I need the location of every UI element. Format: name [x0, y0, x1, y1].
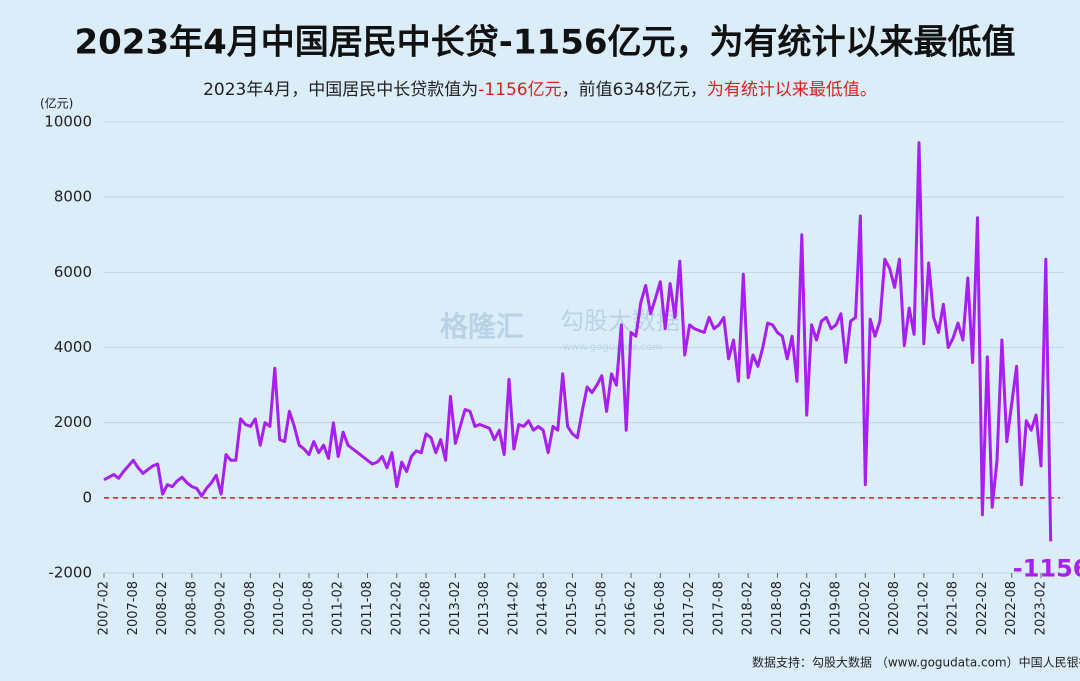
x-tick-label: 2012-02 — [389, 581, 404, 635]
x-tick-label: 2022-02 — [975, 581, 990, 635]
x-tick-label: 2011-08 — [360, 581, 375, 635]
x-tick-label: 2007-08 — [126, 581, 141, 635]
x-tick-label: 2011-02 — [331, 581, 346, 635]
x-tick-label: 2018-02 — [741, 581, 756, 635]
x-tick-label: 2019-08 — [829, 581, 844, 635]
subtitle: 2023年4月，中国居民中长贷款值为-1156亿元，前值6348亿元，为有统计以… — [203, 80, 877, 100]
x-tick-label: 2017-08 — [711, 581, 726, 635]
x-tick-label: 2015-02 — [565, 581, 580, 635]
y-tick-label: 6000 — [54, 263, 92, 281]
x-tick-label: 2017-02 — [682, 581, 697, 635]
subtitle-part: 2023年4月，中国居民中长贷款值为 — [203, 80, 478, 100]
x-tick-label: 2016-08 — [653, 581, 668, 635]
subtitle-part: ，前值6348亿元， — [562, 80, 707, 100]
x-tick-label: 2022-08 — [1004, 581, 1019, 635]
x-tick-label: 2021-08 — [946, 581, 961, 635]
y-tick-label: -2000 — [48, 564, 92, 582]
watermark-text: 格隆汇 — [440, 310, 524, 343]
y-tick-label: 8000 — [54, 188, 92, 206]
chart-title: 2023年4月中国居民中长贷-1156亿元，为有统计以来最低值 — [74, 23, 1015, 63]
x-tick-label: 2008-02 — [155, 581, 170, 635]
x-tick-label: 2021-02 — [916, 581, 931, 635]
source: 数据支持：勾股大数据 （www.gogudata.com）中国人民银行 — [752, 655, 1080, 670]
x-tick-label: 2023-02 — [1033, 581, 1048, 635]
x-tick-label: 2020-08 — [887, 581, 902, 635]
x-tick-label: 2008-08 — [184, 581, 199, 635]
y-tick-label: 10000 — [44, 113, 92, 131]
y-unit: (亿元) — [40, 96, 73, 111]
x-tick-label: 2018-08 — [770, 581, 785, 635]
subtitle-part: -1156亿元 — [478, 80, 561, 100]
x-tick-label: 2014-08 — [536, 581, 551, 635]
end-label: -1156 — [1013, 554, 1080, 582]
x-tick-label: 2009-02 — [214, 581, 229, 635]
x-tick-label: 2013-08 — [477, 581, 492, 635]
x-tick-label: 2007-02 — [97, 581, 112, 635]
x-tick-label: 2014-02 — [506, 581, 521, 635]
x-tick-label: 2020-02 — [858, 581, 873, 635]
x-tick-label: 2015-08 — [594, 581, 609, 635]
y-tick-label: 4000 — [54, 338, 92, 356]
x-tick-label: 2016-02 — [624, 581, 639, 635]
x-tick-label: 2012-08 — [419, 581, 434, 635]
y-tick-label: 0 — [82, 488, 92, 506]
x-tick-label: 2010-02 — [272, 581, 287, 635]
x-tick-label: 2019-02 — [799, 581, 814, 635]
subtitle-part: 为有统计以来最低值。 — [707, 80, 877, 100]
x-tick-label: 2010-08 — [301, 581, 316, 635]
x-tick-label: 2013-02 — [448, 581, 463, 635]
x-tick-label: 2009-08 — [243, 581, 258, 635]
series-line — [103, 141, 1053, 542]
y-tick-label: 2000 — [54, 413, 92, 431]
